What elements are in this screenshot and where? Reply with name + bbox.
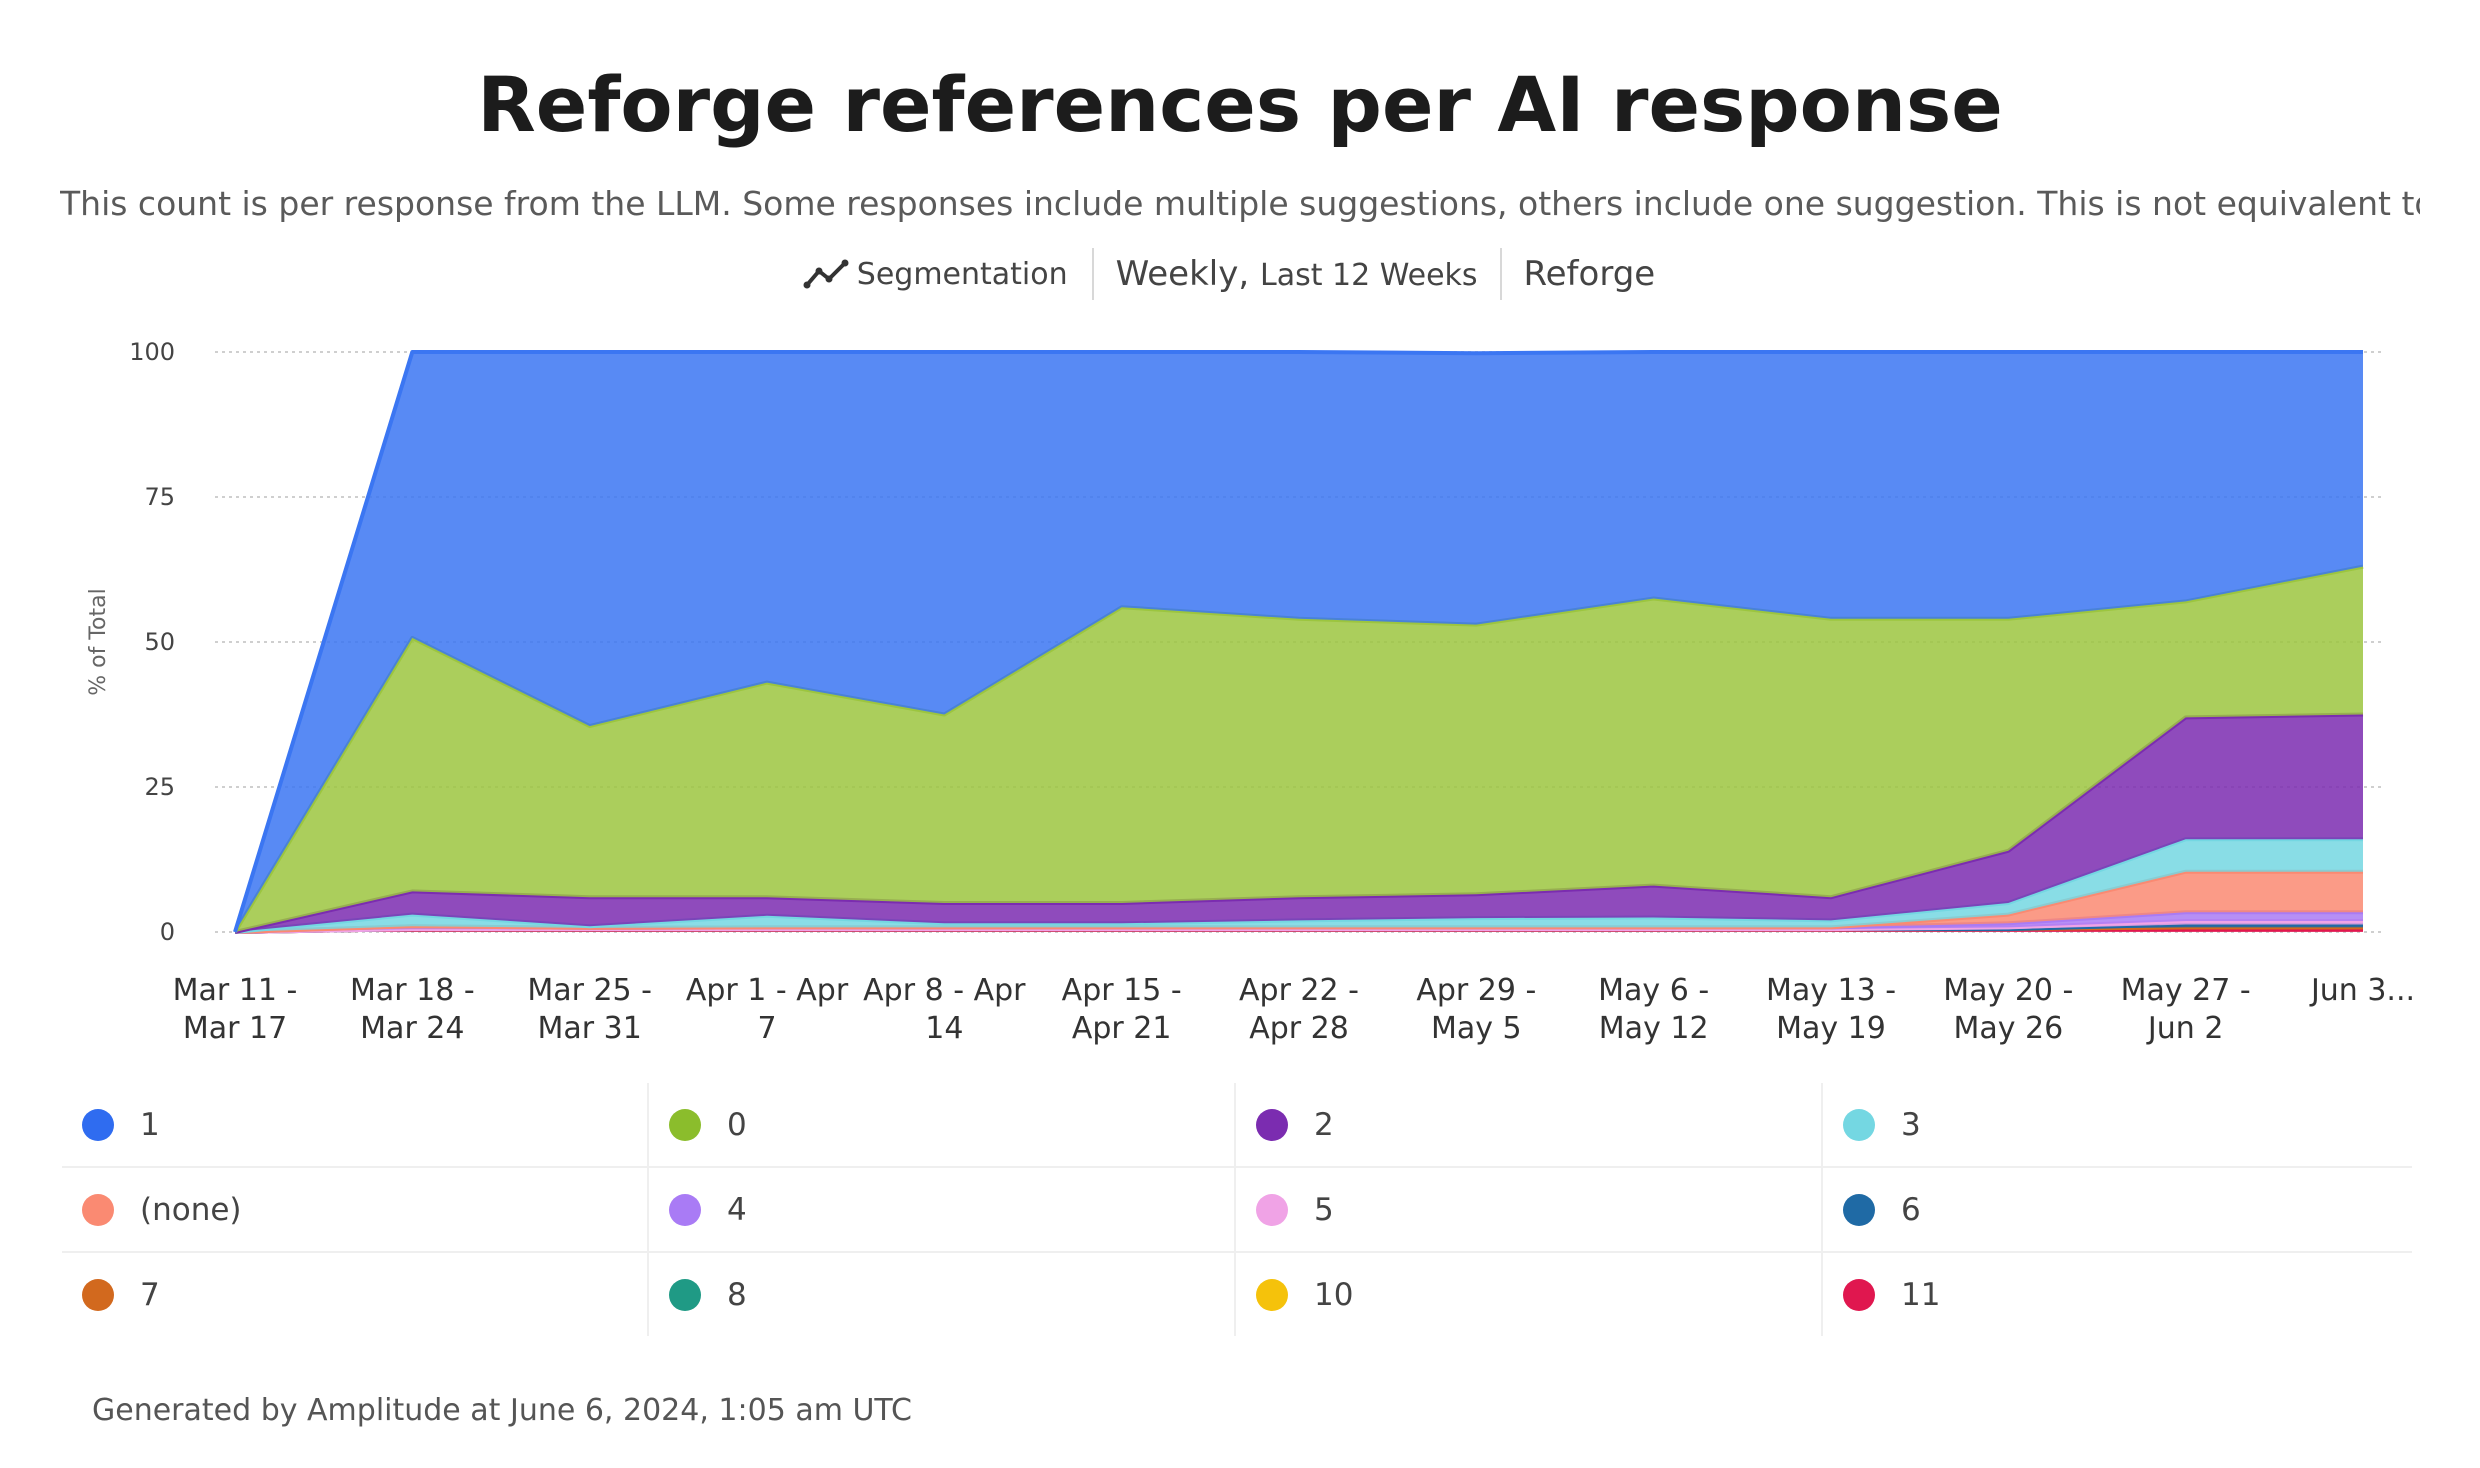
legend-row: 7 8 10 11 (62, 1253, 2412, 1336)
area-series-3[interactable] (235, 839, 2363, 932)
segmentation-label: Segmentation (856, 256, 1068, 292)
generated-note: Generated by Amplitude at June 6, 2024, … (92, 1393, 912, 1428)
legend-swatch (669, 1108, 701, 1141)
x-tick-label: May 13 -May 19 (1766, 973, 1896, 1046)
legend-row: (none) 4 5 6 (62, 1168, 2412, 1253)
legend-swatch (82, 1108, 114, 1141)
legend-swatch (669, 1193, 701, 1226)
legend-swatch (82, 1193, 114, 1226)
legend-item[interactable]: 2 (1236, 1083, 1823, 1166)
chart-legend: 1 0 2 3 (none) 4 5 6 7 8 10 11 (62, 1083, 2412, 1336)
legend-item[interactable]: 11 (1823, 1253, 2410, 1336)
x-tick-label: May 6 -May 12 (1598, 973, 1709, 1046)
legend-label: 2 (1314, 1106, 1334, 1143)
legend-label: 3 (1901, 1106, 1921, 1143)
chart-title: Reforge references per AI response (477, 60, 2003, 149)
legend-label: 8 (727, 1276, 747, 1313)
legend-item[interactable]: 10 (1236, 1253, 1823, 1336)
legend-label: 11 (1901, 1276, 1941, 1313)
legend-swatch (1843, 1193, 1875, 1226)
legend-item[interactable]: 3 (1823, 1083, 2410, 1166)
line-chart-icon (803, 259, 849, 289)
meta-divider (1499, 248, 1502, 300)
legend-item[interactable]: 0 (649, 1083, 1236, 1166)
legend-item[interactable]: 5 (1236, 1168, 1823, 1251)
legend-swatch (82, 1278, 114, 1311)
legend-label: 10 (1314, 1276, 1354, 1313)
x-tick-label: Jun 3... (2309, 973, 2415, 1008)
legend-swatch (1843, 1108, 1875, 1141)
x-tick-label: Mar 18 -Mar 24 (350, 973, 475, 1046)
y-tick-label: 100 (129, 338, 175, 366)
range-label: Last 12 Weeks (1259, 258, 1478, 293)
y-axis-label: % of Total (86, 588, 111, 695)
legend-row: 1 0 2 3 (62, 1083, 2412, 1168)
legend-item[interactable]: 8 (649, 1253, 1236, 1336)
legend-item[interactable]: (none) (62, 1168, 649, 1251)
chart-meta-bar: Segmentation Weekly, Last 12 Weeks Refor… (0, 248, 2480, 300)
x-tick-label: Apr 15 -Apr 21 (1062, 973, 1182, 1046)
filter-tag[interactable]: Reforge (1523, 254, 1656, 294)
y-tick-label: 50 (144, 628, 175, 656)
interval-label: Weekly, (1115, 254, 1250, 294)
legend-label: 5 (1314, 1191, 1334, 1228)
legend-label: 0 (727, 1106, 747, 1143)
series-line-1 (233, 350, 2363, 933)
legend-label: 1 (140, 1106, 160, 1143)
chart-description: This count is per response from the LLM.… (60, 184, 2420, 223)
x-tick-label: Mar 11 -Mar 17 (173, 973, 298, 1046)
area-series-1[interactable] (235, 352, 2363, 932)
legend-label: 6 (1901, 1191, 1921, 1228)
legend-item[interactable]: 4 (649, 1168, 1236, 1251)
x-tick-label: May 27 -Jun 2 (2121, 973, 2251, 1046)
legend-swatch (669, 1278, 701, 1311)
interval-tag[interactable]: Weekly, Last 12 Weeks (1094, 254, 1500, 294)
segmentation-tag[interactable]: Segmentation (803, 257, 1092, 292)
x-tick-label: Mar 25 -Mar 31 (527, 973, 652, 1046)
x-tick-label: Apr 29 -May 5 (1416, 973, 1536, 1046)
x-tick-label: Apr 8 - Apr 14 (863, 973, 1026, 1046)
legend-item[interactable]: 1 (62, 1083, 649, 1166)
legend-item[interactable]: 7 (62, 1253, 649, 1336)
x-tick-label: May 20 -May 26 (1943, 973, 2073, 1046)
y-tick-label: 25 (144, 773, 175, 801)
x-tick-label: Apr 22 -Apr 28 (1239, 973, 1359, 1046)
legend-item[interactable]: 6 (1823, 1168, 2410, 1251)
area-series-0[interactable] (235, 566, 2363, 932)
x-tick-label: Apr 1 - Apr 7 (686, 973, 849, 1046)
area-series-2[interactable] (235, 714, 2363, 933)
legend-label: 4 (727, 1191, 747, 1228)
y-tick-label: 75 (144, 483, 175, 511)
legend-swatch (1256, 1193, 1288, 1226)
meta-divider (1091, 248, 1094, 300)
legend-label: 7 (140, 1276, 160, 1313)
legend-swatch (1843, 1278, 1875, 1311)
stacked-area-chart: 0 25 50 75 100 % of Total Mar 11 -Mar 17 Mar 18… (86, 338, 2415, 1046)
legend-label: (none) (140, 1191, 242, 1228)
legend-swatch (1256, 1108, 1288, 1141)
y-tick-label: 0 (160, 918, 175, 946)
legend-swatch (1256, 1278, 1288, 1311)
